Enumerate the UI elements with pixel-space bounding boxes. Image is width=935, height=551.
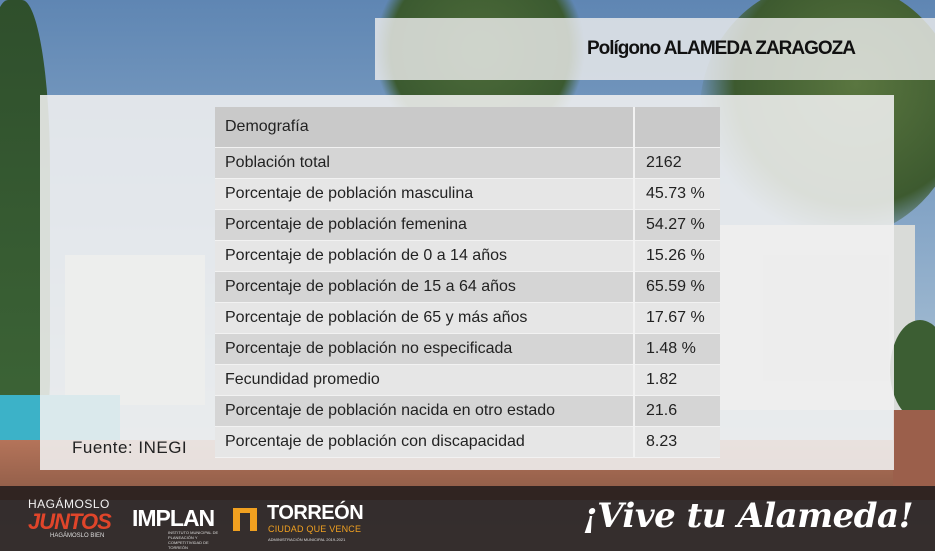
row-label: Fecundidad promedio — [215, 365, 635, 395]
footer-bar — [0, 486, 935, 551]
row-label: Porcentaje de población con discapacidad — [215, 427, 635, 457]
page-title: Polígono ALAMEDA ZARAGOZA — [586, 38, 856, 59]
row-label: Porcentaje de población de 65 y más años — [215, 303, 635, 333]
row-value: 65.59 % — [635, 272, 720, 302]
row-label: Porcentaje de población femenina — [215, 210, 635, 240]
demography-table: Demografía Población total 2162 Porcenta… — [215, 107, 720, 458]
table-header-cell: Demografía — [215, 107, 635, 147]
table-row: Porcentaje de población masculina 45.73 … — [215, 179, 720, 210]
row-value: 17.67 % — [635, 303, 720, 333]
table-header-cell — [635, 107, 720, 147]
row-value: 54.27 % — [635, 210, 720, 240]
logo-text: HAGÁMOSLO BIEN — [50, 533, 105, 539]
table-row: Fecundidad promedio 1.82 — [215, 365, 720, 396]
logo-text: HAGÁMOSLO — [28, 497, 110, 511]
row-label: Porcentaje de población de 0 a 14 años — [215, 241, 635, 271]
row-value: 1.48 % — [635, 334, 720, 364]
table-row: Porcentaje de población nacida en otro e… — [215, 396, 720, 427]
row-value: 1.82 — [635, 365, 720, 395]
row-label: Población total — [215, 148, 635, 178]
table-row: Porcentaje de población de 0 a 14 años 1… — [215, 241, 720, 272]
title-band: Polígono ALAMEDA ZARAGOZA — [375, 18, 935, 80]
row-label: Porcentaje de población de 15 a 64 años — [215, 272, 635, 302]
row-value: 8.23 — [635, 427, 720, 457]
slogan: ¡Vive tu Alameda! — [582, 496, 914, 536]
table-row: Porcentaje de población no especificada … — [215, 334, 720, 365]
torreon-administration: ADMINISTRACIÓN MUNICIPAL 2019-2021 — [268, 537, 346, 542]
row-label: Porcentaje de población masculina — [215, 179, 635, 209]
hagamoslo-juntos-logo: HAGÁMOSLO JUNTOS HAGÁMOSLO BIEN — [28, 497, 120, 543]
table-row: Población total 2162 — [215, 148, 720, 179]
row-value: 45.73 % — [635, 179, 720, 209]
table-row: Porcentaje de población femenina 54.27 % — [215, 210, 720, 241]
implan-logo: IMPLAN — [132, 505, 215, 531]
implan-subtitle: INSTITUTO MUNICIPAL DE PLANEACIÓN Y COMP… — [168, 530, 219, 550]
torreon-tagline: CIUDAD QUE VENCE — [268, 524, 362, 534]
table-row: Porcentaje de población de 15 a 64 años … — [215, 272, 720, 303]
row-label: Porcentaje de población nacida en otro e… — [215, 396, 635, 426]
logo-text: JUNTOS — [28, 509, 112, 534]
source-note: Fuente: INEGI — [72, 438, 188, 457]
torreon-tower-icon — [233, 508, 257, 531]
row-value: 21.6 — [635, 396, 720, 426]
table-row: Porcentaje de población de 65 y más años… — [215, 303, 720, 334]
table-row: Porcentaje de población con discapacidad… — [215, 427, 720, 458]
row-value: 2162 — [635, 148, 720, 178]
row-label: Porcentaje de población no especificada — [215, 334, 635, 364]
row-value: 15.26 % — [635, 241, 720, 271]
table-header-row: Demografía — [215, 107, 720, 148]
torreon-logo: TORREÓN — [267, 502, 364, 524]
